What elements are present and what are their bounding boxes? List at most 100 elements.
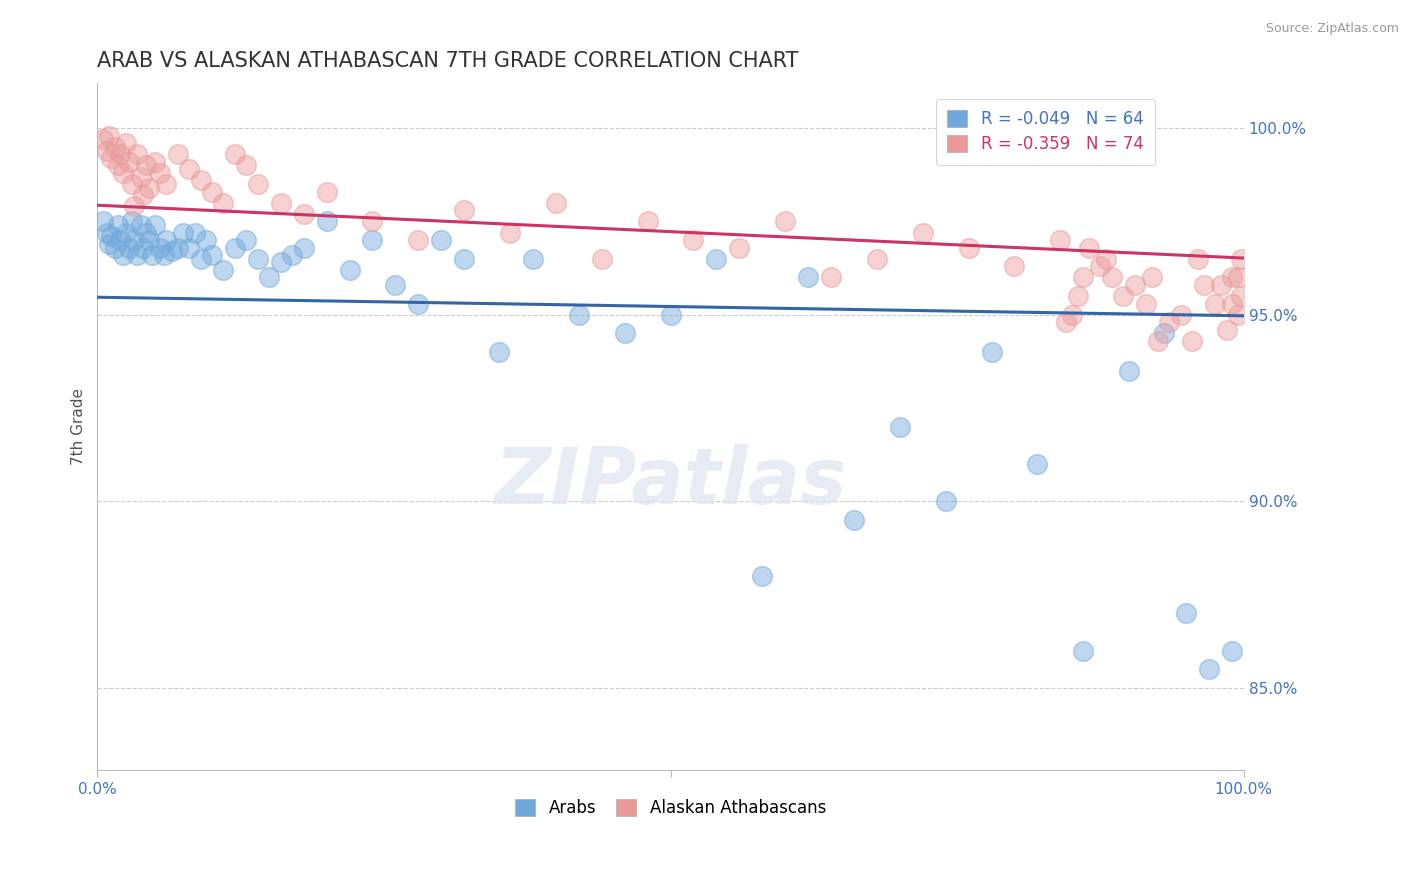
Point bbox=[591, 252, 613, 266]
Point bbox=[212, 195, 235, 210]
Point bbox=[797, 270, 820, 285]
Point bbox=[1227, 270, 1250, 285]
Point bbox=[281, 248, 304, 262]
Point bbox=[195, 233, 218, 247]
Point bbox=[1204, 296, 1226, 310]
Point bbox=[1170, 308, 1192, 322]
Point bbox=[212, 263, 235, 277]
Point bbox=[134, 226, 156, 240]
Point bbox=[1071, 643, 1094, 657]
Point bbox=[224, 147, 246, 161]
Point bbox=[315, 214, 337, 228]
Point bbox=[143, 218, 166, 232]
Point bbox=[339, 263, 361, 277]
Point bbox=[751, 569, 773, 583]
Point bbox=[706, 252, 728, 266]
Y-axis label: 7th Grade: 7th Grade bbox=[72, 388, 86, 465]
Point bbox=[270, 255, 292, 269]
Point bbox=[453, 252, 475, 266]
Point bbox=[1071, 270, 1094, 285]
Point bbox=[149, 166, 172, 180]
Point bbox=[957, 241, 980, 255]
Point bbox=[127, 147, 149, 161]
Point bbox=[911, 226, 934, 240]
Point bbox=[134, 158, 156, 172]
Point bbox=[97, 236, 120, 251]
Point bbox=[292, 207, 315, 221]
Point bbox=[184, 226, 207, 240]
Point bbox=[177, 162, 200, 177]
Point bbox=[127, 248, 149, 262]
Point bbox=[118, 154, 141, 169]
Point bbox=[103, 241, 125, 255]
Point bbox=[1135, 296, 1157, 310]
Point bbox=[201, 248, 224, 262]
Point bbox=[408, 233, 430, 247]
Point bbox=[166, 241, 188, 255]
Point bbox=[1049, 233, 1071, 247]
Point bbox=[270, 195, 292, 210]
Point bbox=[499, 226, 522, 240]
Point bbox=[132, 188, 155, 202]
Point bbox=[568, 308, 591, 322]
Point bbox=[115, 226, 138, 240]
Point bbox=[141, 248, 163, 262]
Point bbox=[866, 252, 889, 266]
Point bbox=[1060, 308, 1083, 322]
Text: ARAB VS ALASKAN ATHABASCAN 7TH GRADE CORRELATION CHART: ARAB VS ALASKAN ATHABASCAN 7TH GRADE COR… bbox=[97, 51, 799, 70]
Point bbox=[190, 173, 212, 187]
Point bbox=[430, 233, 453, 247]
Point bbox=[138, 233, 160, 247]
Point bbox=[773, 214, 796, 228]
Point bbox=[361, 233, 384, 247]
Point bbox=[1159, 315, 1181, 329]
Point bbox=[1095, 252, 1118, 266]
Point bbox=[1215, 323, 1237, 337]
Point bbox=[1220, 270, 1243, 285]
Point bbox=[91, 132, 114, 146]
Point bbox=[1209, 277, 1232, 292]
Point bbox=[1227, 308, 1250, 322]
Point bbox=[1078, 241, 1101, 255]
Point bbox=[177, 241, 200, 255]
Point bbox=[122, 199, 145, 213]
Point bbox=[1198, 662, 1220, 676]
Point bbox=[155, 233, 177, 247]
Point bbox=[121, 177, 143, 191]
Point bbox=[115, 136, 138, 150]
Point bbox=[682, 233, 704, 247]
Point bbox=[246, 177, 269, 191]
Point bbox=[166, 147, 188, 161]
Point bbox=[91, 214, 114, 228]
Legend: Arabs, Alaskan Athabascans: Arabs, Alaskan Athabascans bbox=[509, 792, 832, 823]
Point bbox=[110, 147, 132, 161]
Point bbox=[155, 177, 177, 191]
Point bbox=[935, 494, 957, 508]
Point bbox=[522, 252, 544, 266]
Point bbox=[1230, 252, 1253, 266]
Point bbox=[637, 214, 659, 228]
Point bbox=[315, 185, 337, 199]
Point bbox=[1026, 457, 1049, 471]
Point bbox=[129, 169, 152, 184]
Point bbox=[1230, 289, 1253, 303]
Point bbox=[153, 248, 176, 262]
Point bbox=[1112, 289, 1135, 303]
Point bbox=[190, 252, 212, 266]
Point bbox=[820, 270, 842, 285]
Point bbox=[107, 218, 129, 232]
Point bbox=[172, 226, 194, 240]
Point bbox=[259, 270, 281, 285]
Point bbox=[107, 158, 129, 172]
Point bbox=[1140, 270, 1163, 285]
Point bbox=[97, 128, 120, 143]
Point bbox=[1118, 364, 1140, 378]
Point bbox=[1220, 643, 1243, 657]
Point bbox=[111, 166, 134, 180]
Point bbox=[1187, 252, 1209, 266]
Point bbox=[224, 241, 246, 255]
Point bbox=[842, 513, 865, 527]
Point bbox=[1101, 270, 1123, 285]
Point bbox=[1192, 277, 1215, 292]
Point bbox=[889, 419, 911, 434]
